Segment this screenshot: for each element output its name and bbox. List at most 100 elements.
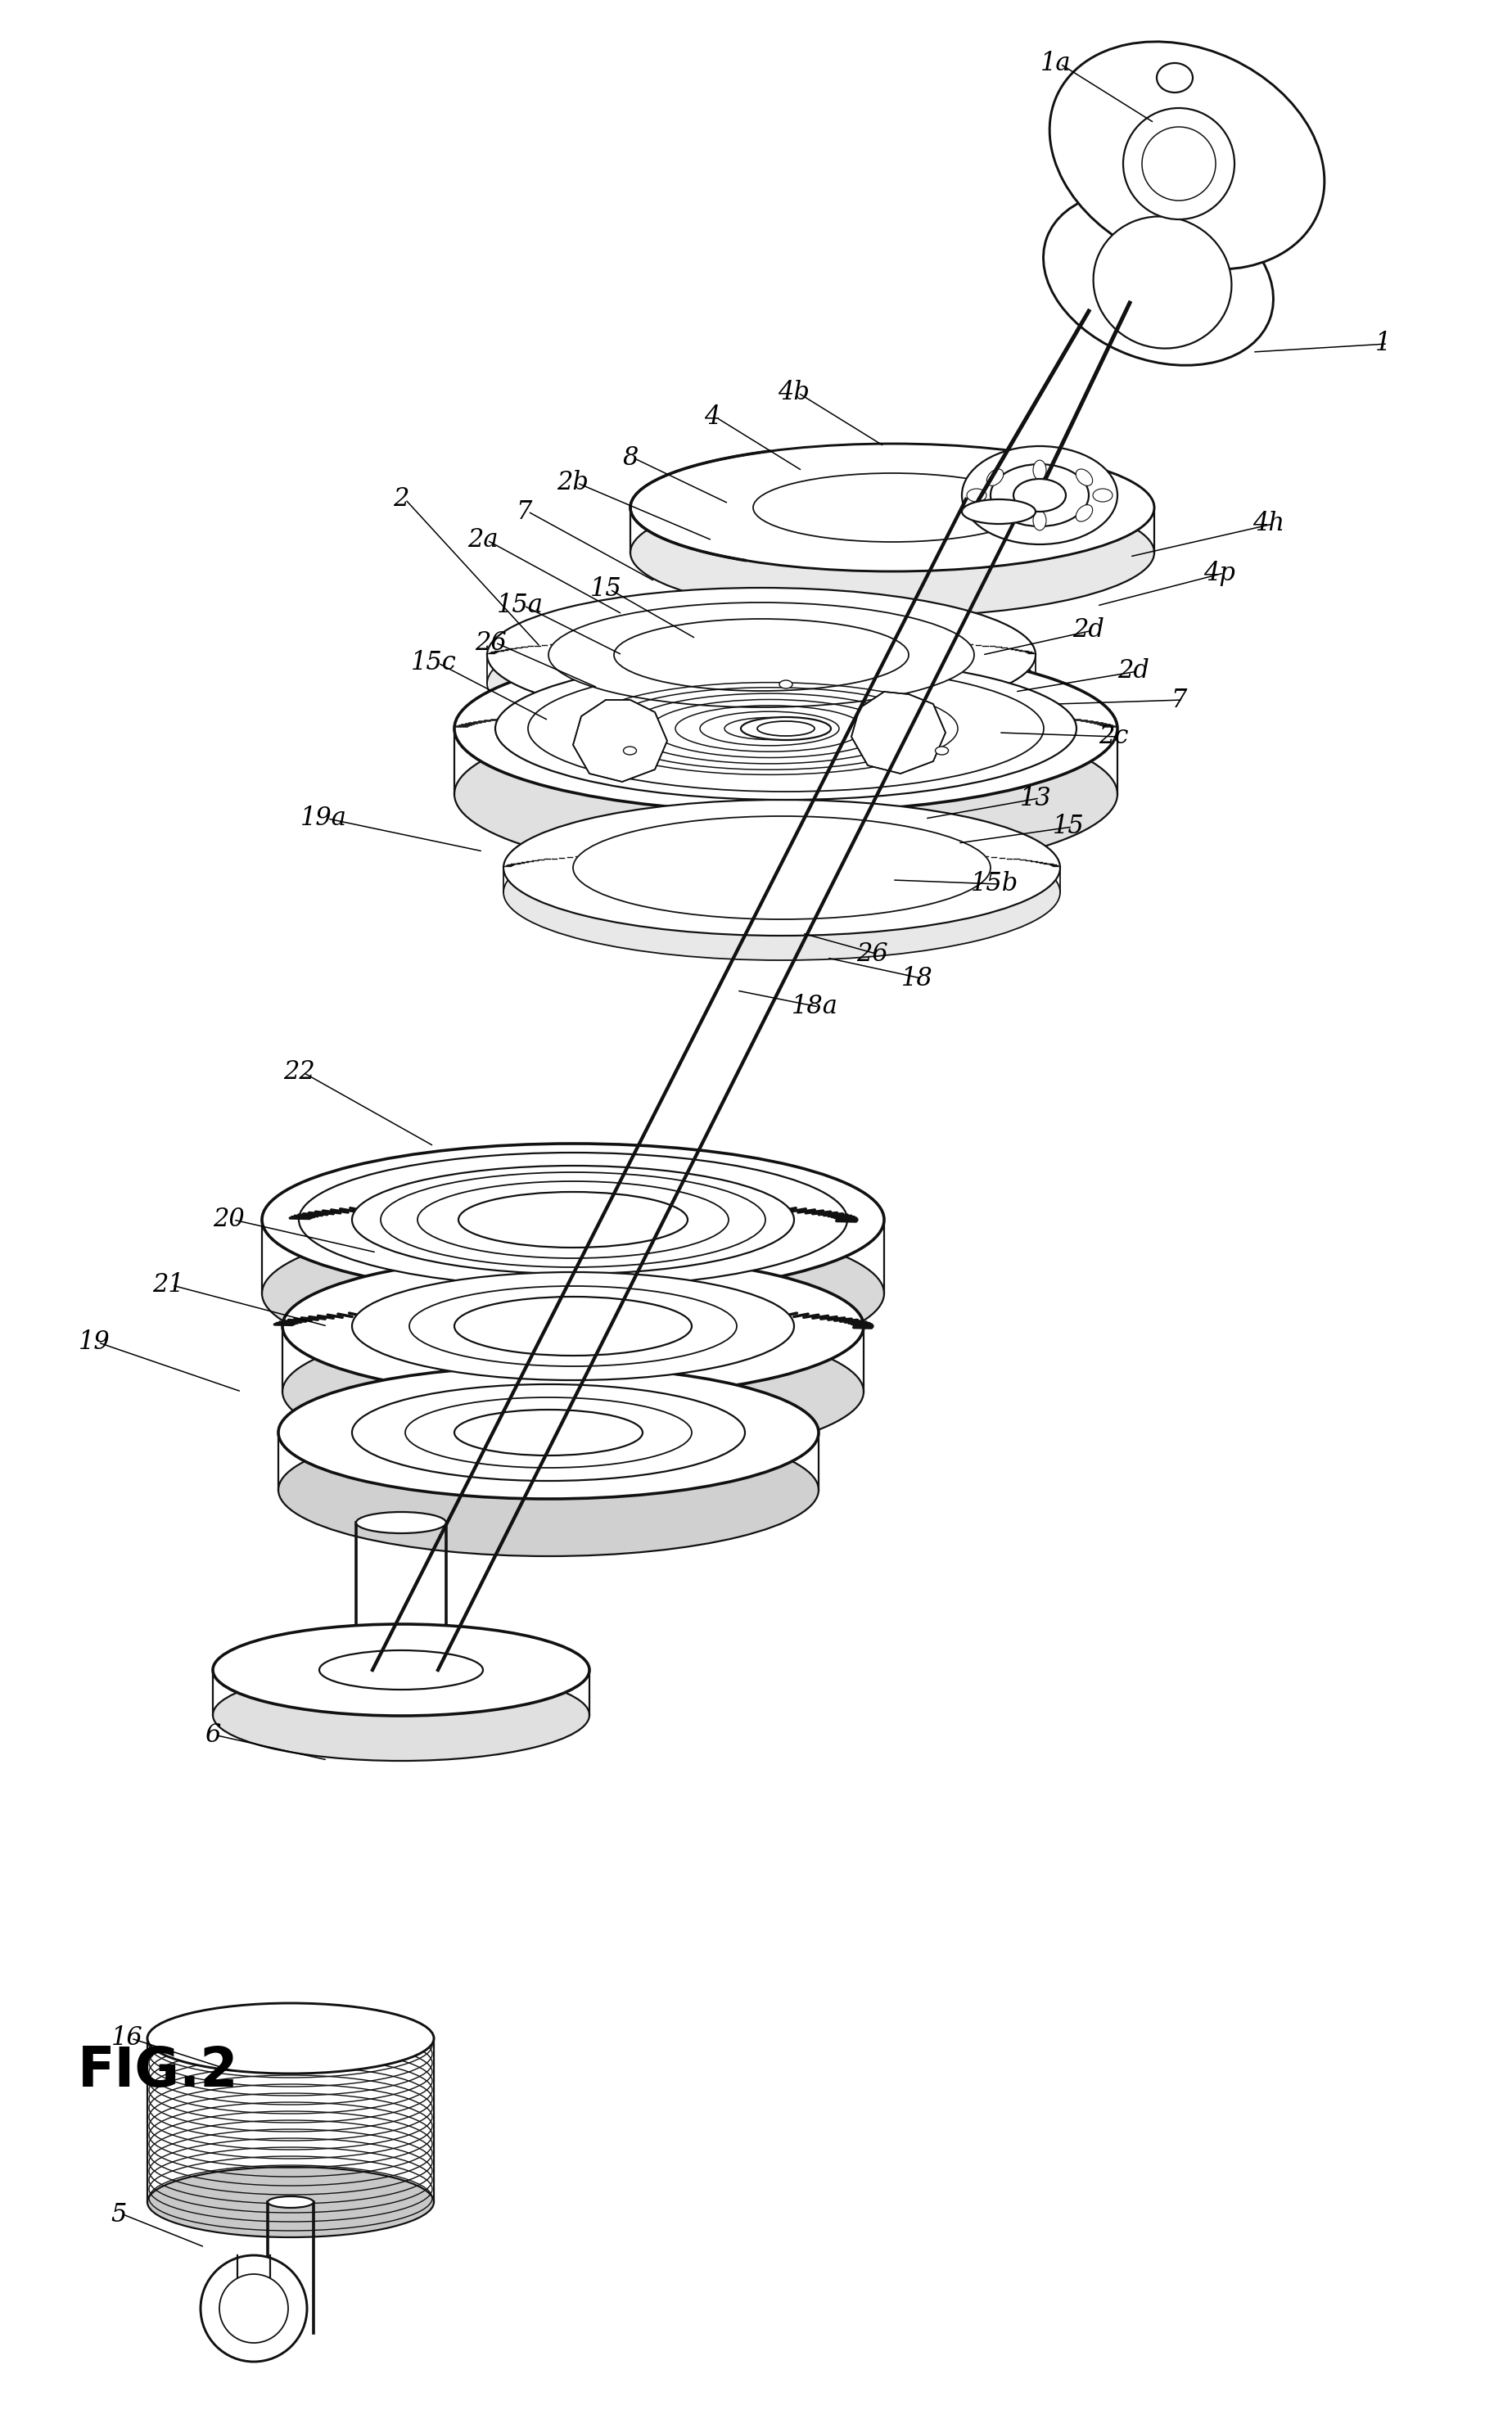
Ellipse shape xyxy=(201,2256,307,2362)
Ellipse shape xyxy=(503,800,1060,935)
Ellipse shape xyxy=(262,1217,885,1369)
Ellipse shape xyxy=(410,1287,736,1366)
Text: 15: 15 xyxy=(1052,815,1084,839)
Text: 16: 16 xyxy=(110,2027,142,2051)
Ellipse shape xyxy=(1013,480,1066,511)
Text: 2: 2 xyxy=(393,487,410,511)
Text: 4b: 4b xyxy=(779,381,810,405)
Ellipse shape xyxy=(458,1193,688,1248)
Ellipse shape xyxy=(283,1321,863,1463)
Ellipse shape xyxy=(147,2003,434,2073)
Text: 19: 19 xyxy=(79,1330,110,1354)
Text: 2b: 2b xyxy=(556,470,590,496)
Text: 13: 13 xyxy=(1019,786,1051,810)
Text: 15a: 15a xyxy=(496,593,543,619)
Ellipse shape xyxy=(299,1152,847,1287)
Ellipse shape xyxy=(219,2275,289,2343)
Ellipse shape xyxy=(573,817,990,918)
Text: 8: 8 xyxy=(623,446,638,470)
Text: 1: 1 xyxy=(1376,330,1391,357)
Text: 5: 5 xyxy=(110,2203,127,2227)
Ellipse shape xyxy=(1157,63,1193,92)
Ellipse shape xyxy=(741,718,832,740)
Ellipse shape xyxy=(962,446,1117,545)
Ellipse shape xyxy=(352,1272,794,1381)
Text: 7: 7 xyxy=(1170,687,1187,713)
Ellipse shape xyxy=(1093,217,1232,349)
Ellipse shape xyxy=(1043,190,1273,366)
Text: 18: 18 xyxy=(901,966,933,991)
Ellipse shape xyxy=(987,504,1004,521)
Text: 4: 4 xyxy=(705,405,720,429)
Ellipse shape xyxy=(962,499,1036,523)
Ellipse shape xyxy=(262,1145,885,1297)
Ellipse shape xyxy=(753,472,1031,542)
Ellipse shape xyxy=(278,1366,818,1499)
Ellipse shape xyxy=(357,1511,446,1533)
Ellipse shape xyxy=(1077,470,1093,487)
Ellipse shape xyxy=(1049,41,1325,270)
Text: 1a: 1a xyxy=(1040,51,1072,77)
Ellipse shape xyxy=(758,721,815,735)
Ellipse shape xyxy=(405,1398,691,1468)
Ellipse shape xyxy=(454,646,1117,812)
Ellipse shape xyxy=(503,824,1060,959)
Ellipse shape xyxy=(352,1383,745,1480)
Ellipse shape xyxy=(381,1171,765,1268)
Ellipse shape xyxy=(283,1256,863,1398)
Polygon shape xyxy=(851,692,945,774)
Ellipse shape xyxy=(549,602,974,706)
Text: 2d: 2d xyxy=(1117,658,1149,684)
Polygon shape xyxy=(573,699,667,781)
Text: 26: 26 xyxy=(856,940,888,966)
Text: 4p: 4p xyxy=(1204,562,1235,586)
Ellipse shape xyxy=(936,747,948,754)
Text: 6: 6 xyxy=(206,1723,221,1747)
Ellipse shape xyxy=(990,465,1089,525)
Text: 26: 26 xyxy=(475,629,507,656)
Text: 4h: 4h xyxy=(1253,511,1285,537)
Text: 19a: 19a xyxy=(299,805,346,831)
Ellipse shape xyxy=(1142,128,1216,200)
Ellipse shape xyxy=(454,1297,691,1354)
Ellipse shape xyxy=(818,489,966,525)
Ellipse shape xyxy=(319,1651,482,1689)
Ellipse shape xyxy=(1077,504,1093,521)
Text: 2a: 2a xyxy=(467,528,499,552)
Text: FIG.2: FIG.2 xyxy=(77,2044,239,2099)
Ellipse shape xyxy=(1033,460,1046,480)
Ellipse shape xyxy=(818,513,966,549)
Ellipse shape xyxy=(987,470,1004,487)
Text: 2d: 2d xyxy=(1074,617,1105,643)
Ellipse shape xyxy=(213,1670,590,1762)
Ellipse shape xyxy=(623,747,637,754)
Ellipse shape xyxy=(1033,511,1046,530)
Ellipse shape xyxy=(528,665,1043,790)
Text: 7: 7 xyxy=(516,499,532,525)
Ellipse shape xyxy=(1093,489,1113,501)
Ellipse shape xyxy=(631,489,1154,617)
Text: 15c: 15c xyxy=(411,651,457,675)
Text: 15: 15 xyxy=(590,576,621,602)
Ellipse shape xyxy=(487,588,1036,723)
Ellipse shape xyxy=(278,1424,818,1557)
Ellipse shape xyxy=(454,1410,643,1456)
Text: 15b: 15b xyxy=(971,872,1019,897)
Ellipse shape xyxy=(614,619,909,692)
Ellipse shape xyxy=(352,1166,794,1275)
Text: 21: 21 xyxy=(153,1272,183,1299)
Ellipse shape xyxy=(417,1181,729,1258)
Ellipse shape xyxy=(1123,108,1234,219)
Ellipse shape xyxy=(966,489,986,501)
Ellipse shape xyxy=(454,711,1117,877)
Ellipse shape xyxy=(496,658,1077,800)
Text: 22: 22 xyxy=(283,1060,314,1084)
Ellipse shape xyxy=(268,2196,313,2208)
Ellipse shape xyxy=(631,443,1154,571)
Text: 18a: 18a xyxy=(791,995,838,1019)
Ellipse shape xyxy=(779,680,792,689)
Ellipse shape xyxy=(487,617,1036,750)
Text: 2c: 2c xyxy=(1098,723,1128,750)
Ellipse shape xyxy=(213,1624,590,1716)
Ellipse shape xyxy=(147,2167,434,2236)
